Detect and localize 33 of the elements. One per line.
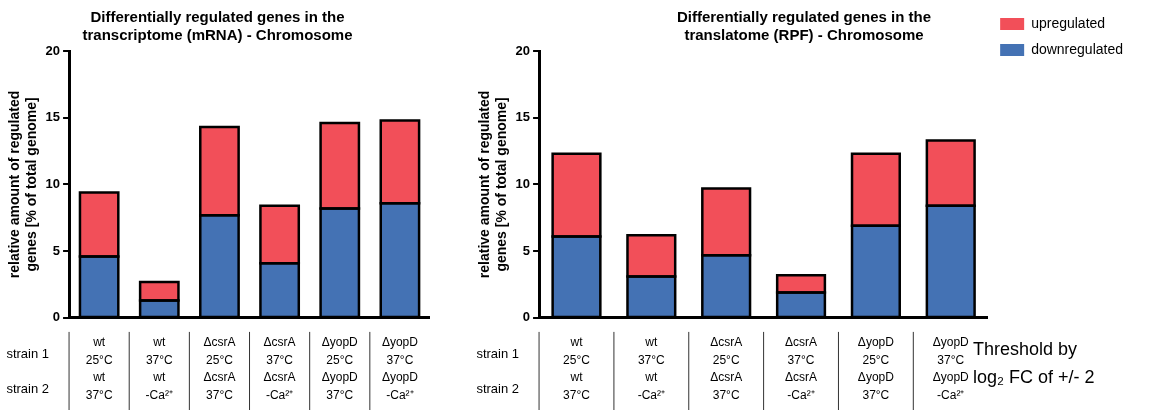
chart-title: Differentially regulated genes in the transcriptome (mRNA) - Chromosome [82, 8, 353, 44]
x-tick-label: ΔcsrA 37°C ΔcsrA -Ca²⁺ [785, 334, 818, 402]
x-tick-label: wt 37°C wt -Ca²⁺ [637, 334, 666, 402]
y-tick-label: 20 [515, 42, 531, 58]
y-axis-title: relative amount of regulated genes [% of total genome] [476, 90, 510, 279]
y-axis-title: relative amount of regulated genes [% of total genome] [6, 90, 40, 279]
text: Threshold by log₂ FC of +/- 2 [973, 338, 1095, 387]
y-tick-label: 5 [52, 242, 61, 258]
y-tick-label: 15 [515, 109, 531, 125]
x-tick-label: ΔcsrA 25°C ΔcsrA 37°C [203, 334, 236, 402]
chart-title: Differentially regulated genes in the translatome (RPF) - Chromosome [676, 8, 932, 44]
x-tick-label: ΔyopD 25°C ΔyopD 37°C [321, 334, 359, 402]
text: strain 2 [476, 381, 520, 397]
x-tick-label: wt 25°C wt 37°C [563, 334, 591, 402]
x-tick-label: wt 37°C wt -Ca²⁺ [145, 334, 174, 402]
y-tick-label: 10 [45, 176, 61, 192]
legend-label: upregulated [1031, 14, 1106, 31]
y-tick-label: 0 [522, 309, 531, 325]
y-tick-label: 5 [522, 242, 531, 258]
x-tick-label: wt 25°C wt 37°C [85, 334, 113, 402]
y-tick-label: 15 [45, 109, 61, 125]
x-tick-label: ΔyopD 37°C ΔyopD -Ca²⁺ [381, 334, 419, 402]
y-tick-label: 20 [45, 42, 61, 58]
x-tick-label: ΔcsrA 37°C ΔcsrA -Ca²⁺ [263, 334, 296, 402]
x-tick-label: ΔcsrA 25°C ΔcsrA 37°C [710, 334, 743, 402]
y-tick-label: 10 [515, 176, 531, 192]
x-tick-label: ΔyopD 25°C ΔyopD 37°C [857, 334, 895, 402]
text: strain 2 [6, 381, 50, 397]
text: strain 1 [6, 346, 50, 362]
y-tick-label: 0 [52, 309, 61, 325]
legend-label: downregulated [1031, 40, 1124, 57]
text: strain 1 [476, 346, 520, 362]
x-tick-label: ΔyopD 37°C ΔyopD -Ca²⁺ [932, 334, 970, 402]
